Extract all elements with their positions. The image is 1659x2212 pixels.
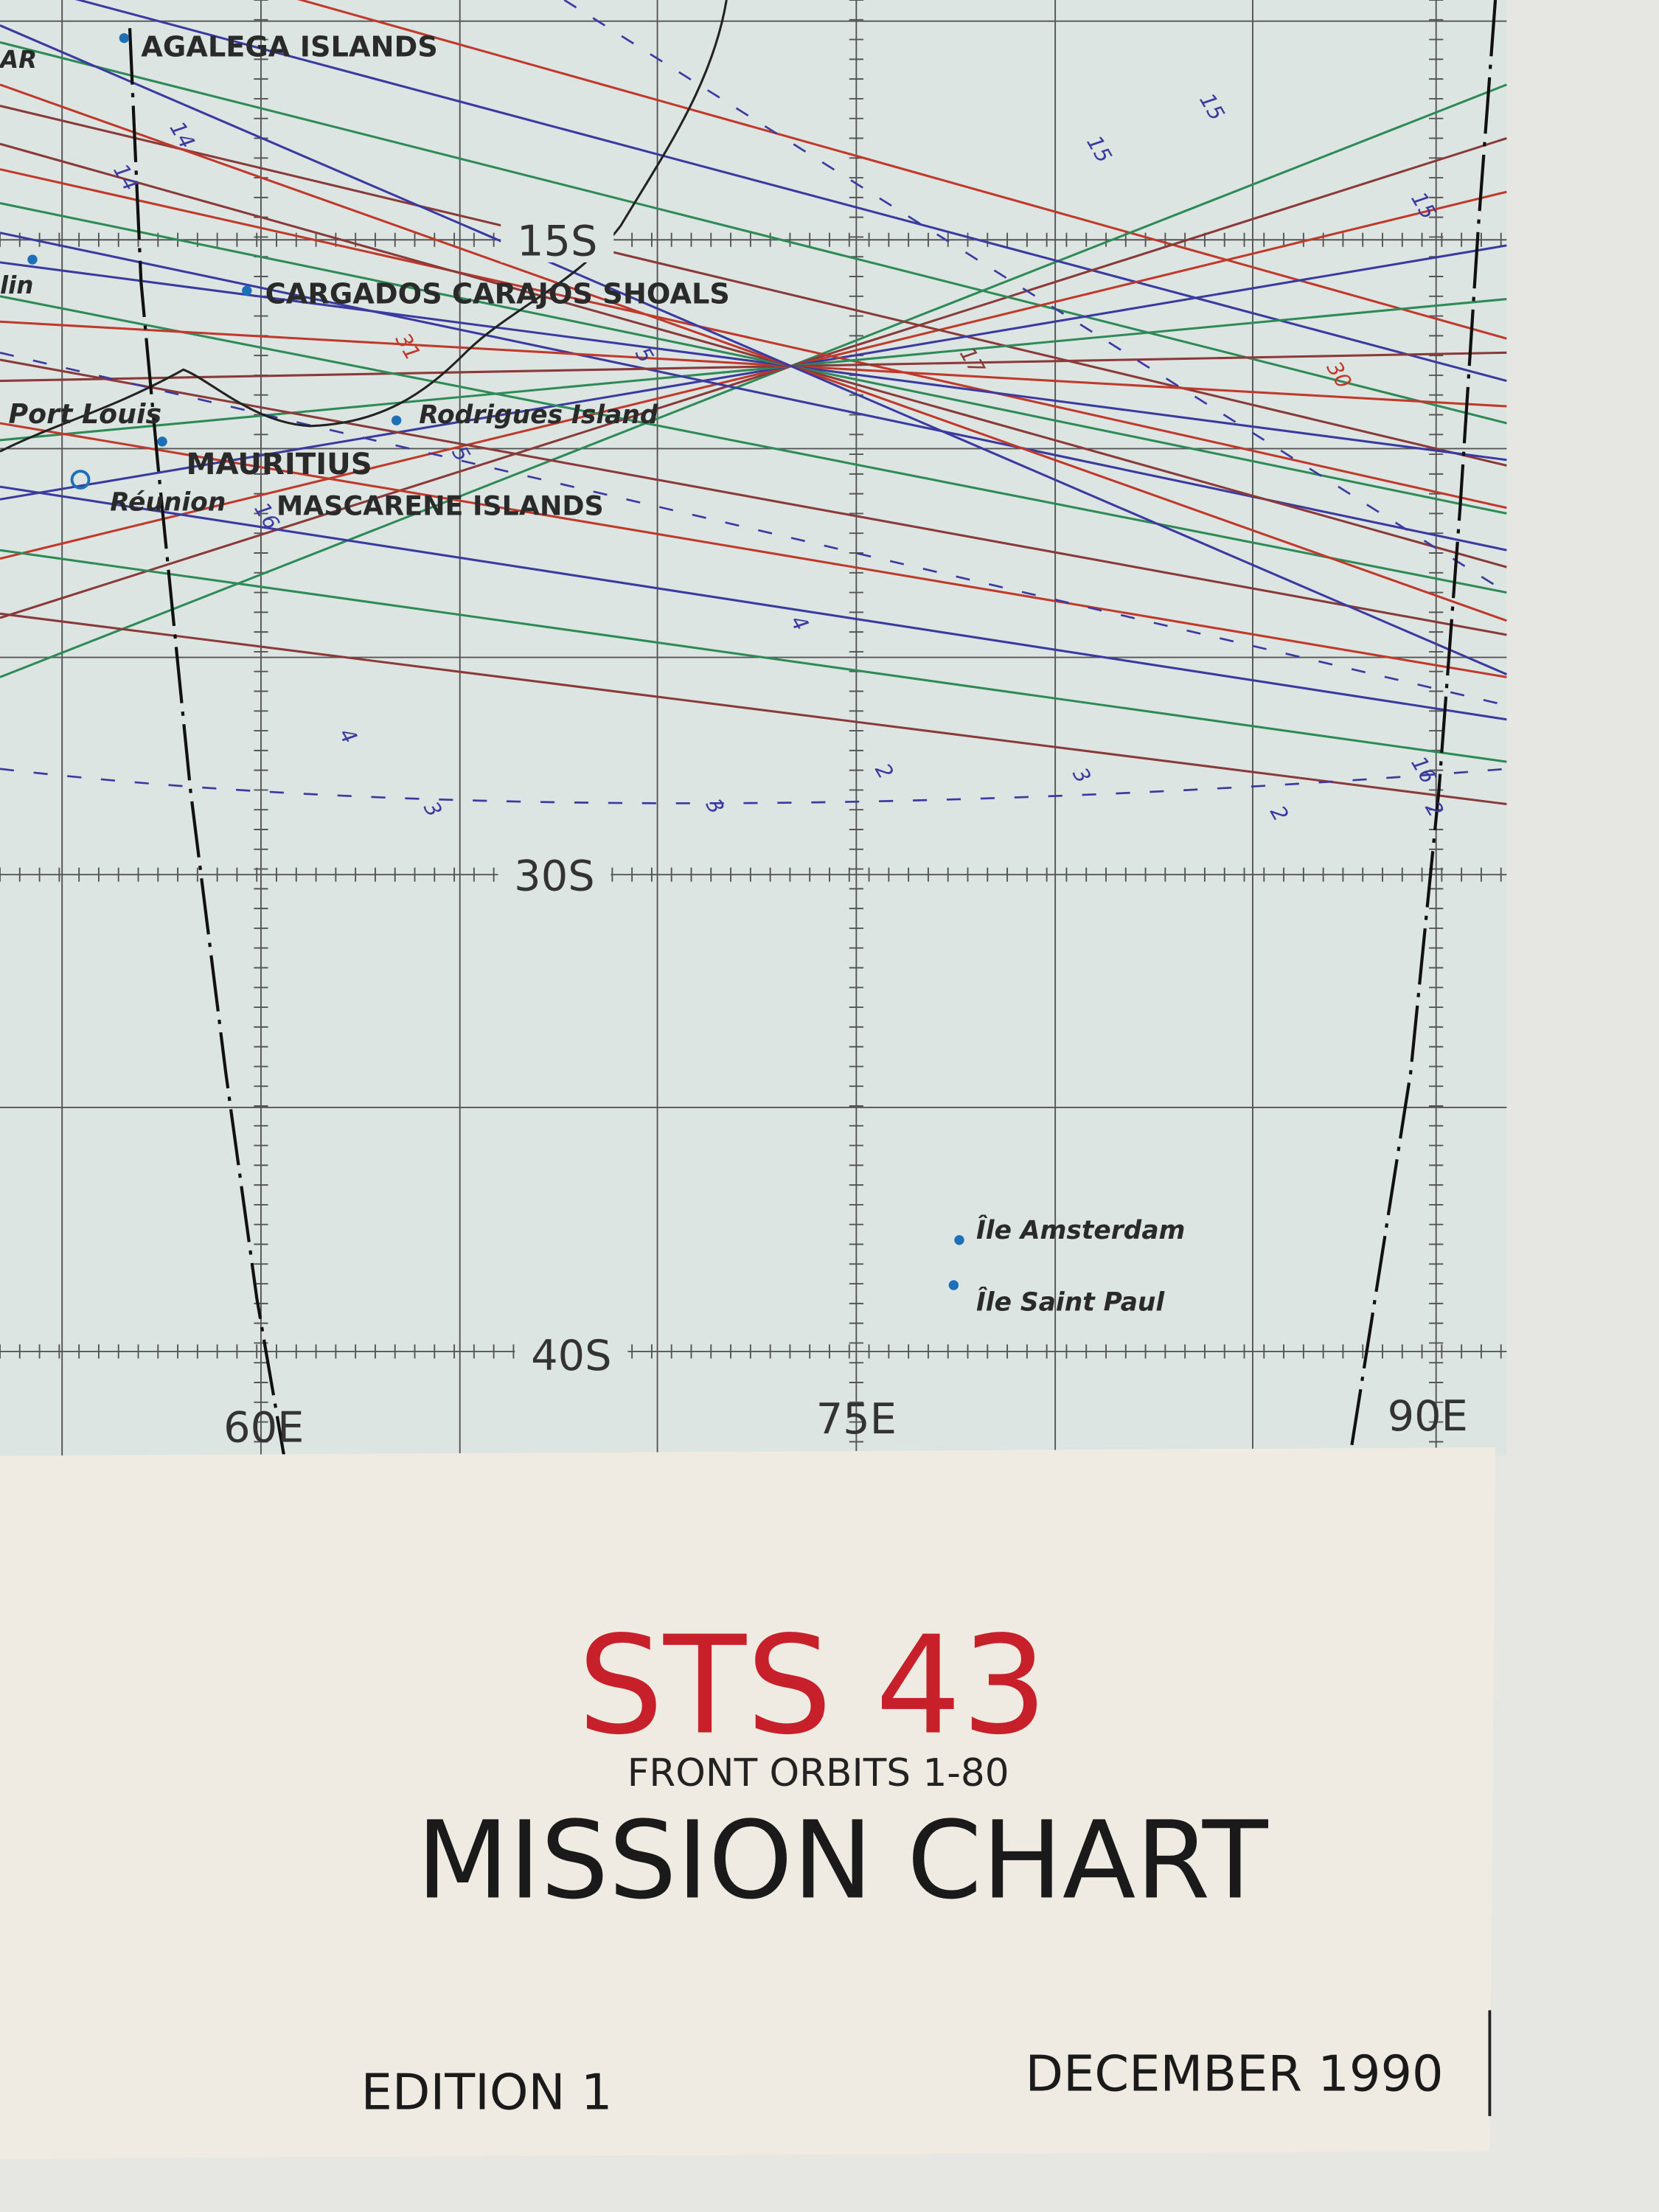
orbit-track-dashed <box>563 0 1508 594</box>
orbit-track <box>0 142 1507 568</box>
place-label: MAURITIUS <box>187 448 372 481</box>
place-marker <box>27 254 38 265</box>
edition: EDITION 1 <box>361 2063 613 2121</box>
orbit-track <box>0 298 1507 442</box>
place-marker <box>948 1280 959 1290</box>
orbit-track-dashed <box>0 352 1507 706</box>
place-label: Réunion <box>110 488 226 518</box>
place-marker <box>242 285 252 296</box>
orbit-track <box>297 0 1507 340</box>
title: MISSION CHART <box>417 1798 1269 1923</box>
title-panel <box>0 1447 1496 2159</box>
longitude-label: 75E <box>816 1394 897 1444</box>
longitude-label: 90E <box>1388 1391 1468 1441</box>
date: DECEMBER 1990 <box>1026 2045 1444 2102</box>
orbit-track <box>0 485 1507 721</box>
orbit-track <box>0 351 1507 383</box>
map-area <box>0 0 1506 1455</box>
latitude-label: 15S <box>517 216 597 265</box>
place-label: CARGADOS CARAJOS SHOALS <box>265 277 730 310</box>
terminator-east <box>1349 0 1498 1448</box>
place-label: Île Amsterdam <box>976 1215 1185 1245</box>
orbit-track <box>0 202 1507 515</box>
label-knockout <box>498 849 611 897</box>
coastline <box>0 0 728 453</box>
place-label: Île Saint Paul <box>976 1287 1165 1317</box>
orbit-track <box>0 261 1507 462</box>
orbit-track <box>0 320 1507 408</box>
orbit-track <box>0 612 1507 806</box>
terminator-west <box>128 28 287 1462</box>
orbit-track <box>0 137 1507 619</box>
mission-name: STS 43 <box>577 1607 1047 1764</box>
place-label: AGALEGA ISLANDS <box>141 31 437 64</box>
place-marker <box>70 470 91 490</box>
place-marker <box>157 437 167 447</box>
orbit-track <box>74 0 1507 383</box>
orbit-track <box>0 190 1507 560</box>
orbit-track <box>0 244 1507 501</box>
place-label: lin <box>0 271 33 299</box>
orbit-track <box>0 422 1507 678</box>
orbit-track <box>0 549 1507 763</box>
latitude-label: 40S <box>531 1331 611 1380</box>
place-label: MASCARENE ISLANDS <box>276 490 604 521</box>
orbit-track <box>0 83 1507 678</box>
orbit-track <box>0 295 1507 594</box>
grid <box>0 0 1507 1456</box>
orbit-track <box>0 105 1507 467</box>
latitude-label: 30S <box>514 851 594 900</box>
orbit-track <box>0 83 1507 622</box>
orbit-track <box>0 168 1507 509</box>
place-label: Rodrigues Island <box>419 400 658 430</box>
label-knockout <box>515 1329 628 1377</box>
orbit-track <box>0 41 1507 425</box>
orbit-track <box>0 24 1507 675</box>
place-marker <box>954 1235 964 1245</box>
orbit-tracks <box>0 0 1508 806</box>
place-marker <box>391 415 402 425</box>
longitude-label: 60E <box>223 1402 304 1452</box>
orbit-track <box>0 358 1507 636</box>
place-label: AR <box>0 46 37 74</box>
place-marker <box>119 32 130 44</box>
subtitle: FRONT ORBITS 1-80 <box>627 1751 1009 1795</box>
label-knockout <box>501 214 614 262</box>
orbit-track-dashed <box>0 768 1507 804</box>
place-label: Port Louis <box>8 398 161 430</box>
